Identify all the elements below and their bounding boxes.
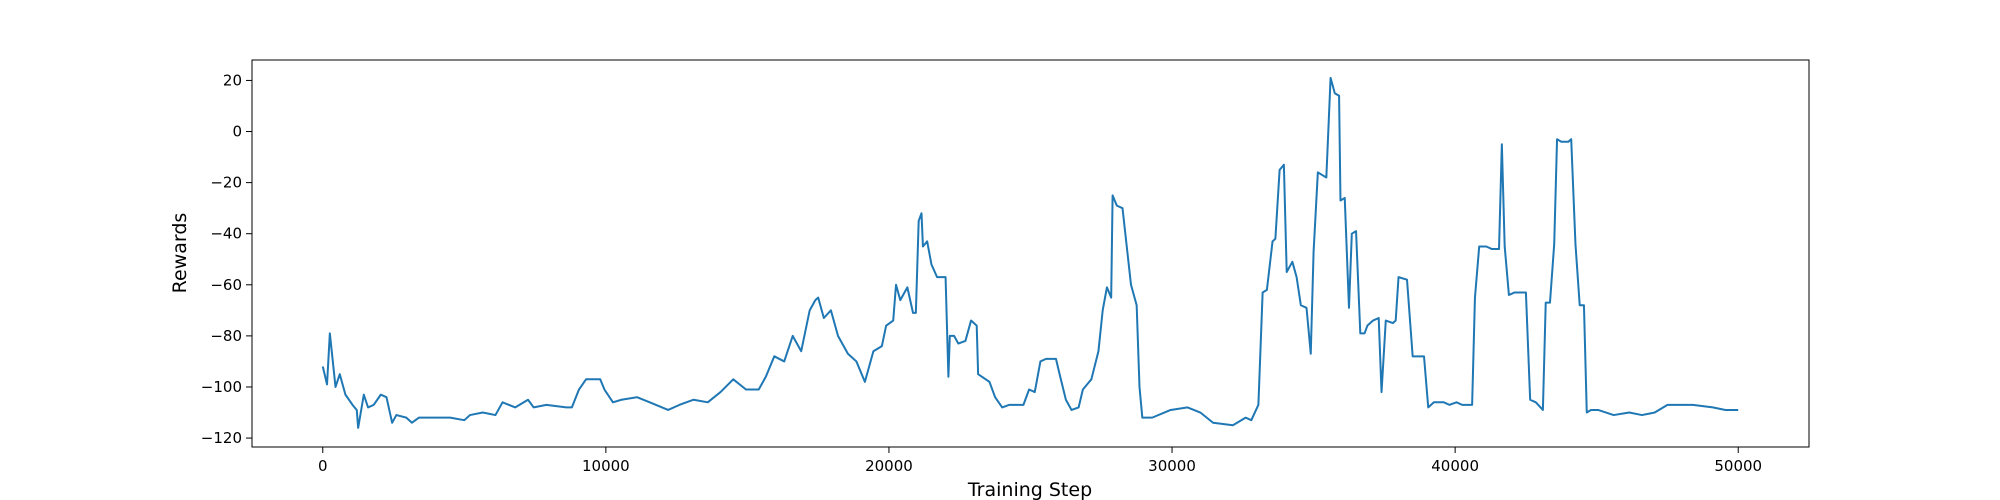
y-tick-label: −20	[210, 174, 242, 192]
x-tick-label: 30000	[1148, 457, 1196, 475]
plot-frame	[251, 59, 1810, 448]
y-tick-label: −40	[210, 225, 242, 243]
x-tick-label: 50000	[1714, 457, 1762, 475]
x-tick-label: 0	[318, 457, 328, 475]
y-axis-label: Rewards	[169, 213, 191, 294]
x-tick-label: 40000	[1431, 457, 1479, 475]
y-tick-label: 0	[232, 123, 242, 141]
y-tick-label: −100	[201, 378, 242, 396]
x-axis-label: Training Step	[967, 479, 1092, 500]
x-tick-label: 10000	[582, 457, 630, 475]
y-tick-label: 20	[223, 71, 242, 89]
x-tick-label: 20000	[865, 457, 913, 475]
line	[321, 76, 1739, 429]
y-tick-label: −60	[210, 276, 242, 294]
y-tick-label: −120	[201, 429, 242, 447]
y-tick-label: −80	[210, 327, 242, 345]
